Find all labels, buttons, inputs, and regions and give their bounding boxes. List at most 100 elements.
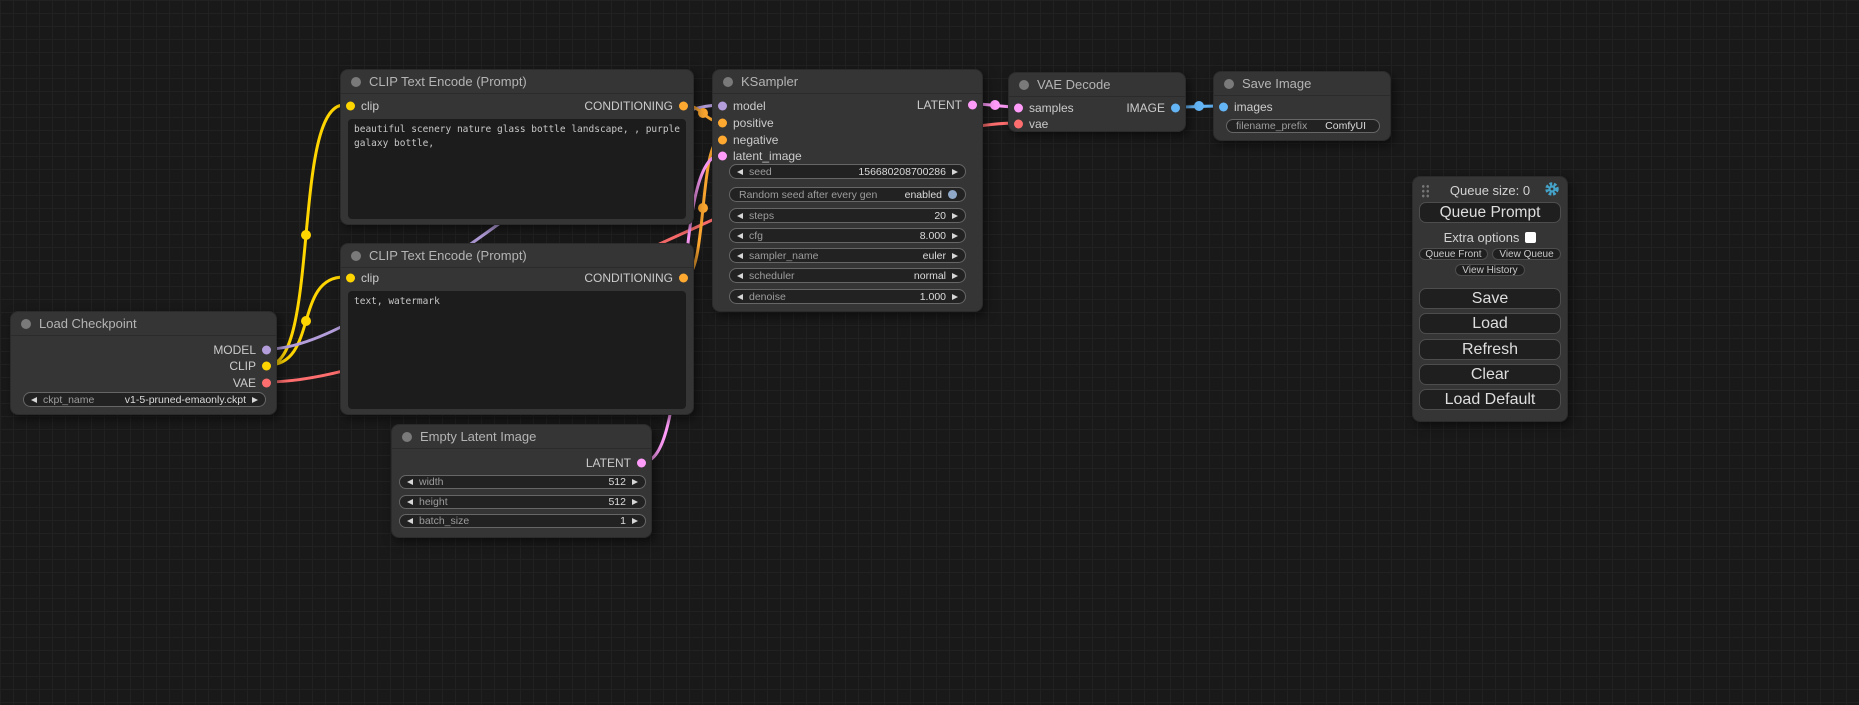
- latent-port-icon[interactable]: [968, 100, 977, 110]
- decrement-arrow-icon[interactable]: [737, 232, 743, 239]
- input-model: model: [713, 99, 982, 113]
- increment-arrow-icon[interactable]: [952, 212, 958, 219]
- increment-arrow-icon[interactable]: [952, 252, 958, 259]
- collapse-dot-icon[interactable]: [1019, 79, 1029, 90]
- seed-widget[interactable]: seed 156680208700286: [729, 164, 966, 179]
- model-port-icon[interactable]: [262, 345, 271, 355]
- increment-arrow-icon[interactable]: [952, 293, 958, 300]
- decrement-arrow-icon[interactable]: [737, 168, 743, 175]
- decrement-arrow-icon[interactable]: [407, 518, 413, 524]
- conditioning-port-icon[interactable]: [679, 101, 688, 111]
- node-ksampler[interactable]: KSampler model positive negative latent_…: [712, 69, 983, 312]
- node-title-bar[interactable]: Save Image: [1214, 72, 1390, 96]
- load-default-button[interactable]: Load Default: [1419, 389, 1561, 410]
- negative-prompt-textarea[interactable]: text, watermark: [348, 291, 686, 409]
- clip-port-icon[interactable]: [346, 101, 355, 111]
- input-clip: clip: [341, 99, 693, 113]
- output-conditioning: CONDITIONING: [341, 99, 693, 113]
- node-title: Save Image: [1242, 76, 1312, 91]
- model-port-icon[interactable]: [718, 101, 727, 111]
- increment-arrow-icon[interactable]: [632, 479, 638, 485]
- positive-prompt-textarea[interactable]: beautiful scenery nature glass bottle la…: [348, 119, 686, 219]
- collapse-dot-icon[interactable]: [1224, 78, 1234, 89]
- node-title-bar[interactable]: Empty Latent Image: [392, 425, 651, 449]
- node-title-bar[interactable]: Load Checkpoint: [11, 312, 276, 336]
- latent-port-icon[interactable]: [1014, 103, 1023, 113]
- link-midpoint-dot: [301, 316, 311, 326]
- link-midpoint-dot: [990, 100, 1000, 110]
- input-samples: samples: [1009, 101, 1185, 115]
- node-clip-text-encode-negative[interactable]: CLIP Text Encode (Prompt) clip CONDITION…: [340, 243, 694, 415]
- filename-prefix-widget[interactable]: filename_prefix ComfyUI: [1226, 119, 1380, 133]
- ckpt-name-widget[interactable]: ckpt_name v1-5-pruned-emaonly.ckpt: [23, 392, 266, 407]
- link-midpoint-dot: [301, 230, 311, 240]
- output-latent: LATENT: [392, 456, 651, 470]
- random-seed-widget[interactable]: Random seed after every gen enabled: [729, 187, 966, 202]
- decrement-arrow-icon[interactable]: [737, 272, 743, 279]
- vae-port-icon[interactable]: [262, 378, 271, 388]
- conditioning-port-icon[interactable]: [679, 273, 688, 283]
- clip-port-icon[interactable]: [262, 361, 271, 371]
- collapse-dot-icon[interactable]: [723, 76, 733, 87]
- gear-icon[interactable]: [1545, 182, 1559, 196]
- decrement-arrow-icon[interactable]: [737, 252, 743, 259]
- collapse-dot-icon[interactable]: [21, 318, 31, 329]
- node-title-bar[interactable]: CLIP Text Encode (Prompt): [341, 70, 693, 94]
- node-empty-latent-image[interactable]: Empty Latent Image LATENT width 512 heig…: [391, 424, 652, 538]
- clip-port-icon[interactable]: [346, 273, 355, 283]
- output-conditioning: CONDITIONING: [341, 271, 693, 285]
- node-title: VAE Decode: [1037, 77, 1111, 92]
- extra-options-checkbox[interactable]: [1525, 231, 1537, 243]
- decrement-arrow-icon[interactable]: [407, 499, 413, 505]
- queue-prompt-button[interactable]: Queue Prompt: [1419, 202, 1561, 223]
- node-title-bar[interactable]: VAE Decode: [1009, 73, 1185, 97]
- queue-front-button[interactable]: Queue Front: [1419, 248, 1488, 260]
- height-widget[interactable]: height 512: [399, 495, 646, 509]
- decrement-arrow-icon[interactable]: [407, 479, 413, 485]
- decrement-arrow-icon[interactable]: [737, 293, 743, 300]
- sampler-name-widget[interactable]: sampler_name euler: [729, 248, 966, 263]
- refresh-button[interactable]: Refresh: [1419, 339, 1561, 360]
- node-save-image[interactable]: Save Image images filename_prefix ComfyU…: [1213, 71, 1391, 141]
- decrement-arrow-icon[interactable]: [737, 212, 743, 219]
- steps-widget[interactable]: steps 20: [729, 208, 966, 223]
- batch-size-widget[interactable]: batch_size 1: [399, 514, 646, 528]
- node-load-checkpoint[interactable]: Load Checkpoint MODEL CLIP VAE ckpt_name…: [10, 311, 277, 415]
- conditioning-port-icon[interactable]: [718, 135, 727, 145]
- node-clip-text-encode-positive[interactable]: CLIP Text Encode (Prompt) clip CONDITION…: [340, 69, 694, 225]
- output-model: MODEL: [11, 343, 276, 357]
- drag-handle-icon[interactable]: [1421, 184, 1430, 198]
- toggle-dot-icon[interactable]: [948, 190, 957, 199]
- vae-port-icon[interactable]: [1014, 119, 1023, 129]
- latent-port-icon[interactable]: [637, 458, 646, 468]
- cfg-widget[interactable]: cfg 8.000: [729, 228, 966, 243]
- increment-arrow-icon[interactable]: [632, 518, 638, 524]
- load-button[interactable]: Load: [1419, 313, 1561, 334]
- width-widget[interactable]: width 512: [399, 475, 646, 489]
- node-title: CLIP Text Encode (Prompt): [369, 74, 527, 89]
- scheduler-widget[interactable]: scheduler normal: [729, 268, 966, 283]
- increment-arrow-icon[interactable]: [952, 168, 958, 175]
- node-vae-decode[interactable]: VAE Decode samples vae IMAGE: [1008, 72, 1186, 132]
- conditioning-port-icon[interactable]: [718, 118, 727, 128]
- node-title-bar[interactable]: KSampler: [713, 70, 982, 94]
- collapse-dot-icon[interactable]: [402, 431, 412, 442]
- save-button[interactable]: Save: [1419, 288, 1561, 309]
- decrement-arrow-icon[interactable]: [31, 396, 37, 403]
- collapse-dot-icon[interactable]: [351, 250, 361, 261]
- latent-port-icon[interactable]: [718, 151, 727, 161]
- increment-arrow-icon[interactable]: [632, 499, 638, 505]
- image-port-icon[interactable]: [1219, 102, 1228, 112]
- view-queue-button[interactable]: View Queue: [1492, 248, 1561, 260]
- denoise-widget[interactable]: denoise 1.000: [729, 289, 966, 304]
- increment-arrow-icon[interactable]: [952, 232, 958, 239]
- node-title-bar[interactable]: CLIP Text Encode (Prompt): [341, 244, 693, 268]
- collapse-dot-icon[interactable]: [351, 76, 361, 87]
- increment-arrow-icon[interactable]: [952, 272, 958, 279]
- image-port-icon[interactable]: [1171, 103, 1180, 113]
- increment-arrow-icon[interactable]: [252, 396, 258, 403]
- link-midpoint-dot: [1194, 101, 1204, 111]
- view-history-button[interactable]: View History: [1455, 264, 1525, 276]
- clear-button[interactable]: Clear: [1419, 364, 1561, 385]
